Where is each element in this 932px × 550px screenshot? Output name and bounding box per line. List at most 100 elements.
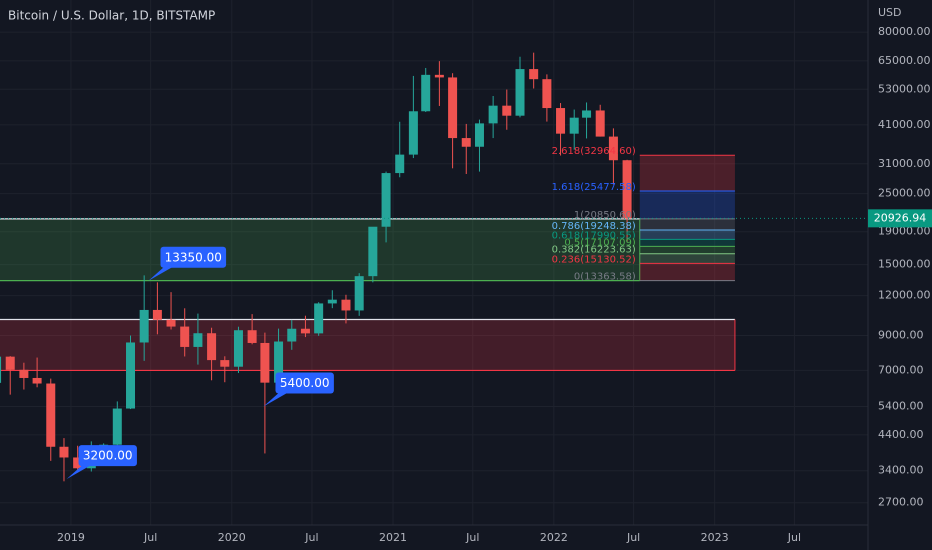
y-tick-label: 2700.00: [878, 496, 924, 509]
y-tick-label: 12000.00: [878, 289, 931, 302]
x-tick-label: Jul: [304, 531, 318, 544]
candle-body: [152, 309, 162, 320]
x-tick-label: 2023: [701, 531, 729, 544]
y-tick-label: 9000.00: [878, 329, 924, 342]
candle-body: [502, 105, 512, 116]
callout-label: 13350.00: [165, 250, 222, 264]
zone: [0, 218, 640, 281]
fib-label: 0.786(19248.38): [552, 221, 636, 232]
candle-body: [287, 328, 297, 342]
candle-body: [193, 333, 203, 347]
candle-body: [166, 319, 176, 327]
fib-label: 0.236(15130.52): [552, 254, 636, 265]
candle-body: [0, 356, 2, 383]
fib-band: [639, 239, 735, 247]
y-tick-label: 53000.00: [878, 82, 931, 95]
candle-body: [608, 136, 618, 161]
y-tick-label: 15000.00: [878, 258, 931, 271]
candle-body: [274, 341, 284, 383]
candle-body: [488, 105, 498, 124]
x-tick-label: 2022: [540, 531, 568, 544]
candle-body: [112, 408, 122, 445]
candle-body: [461, 138, 471, 147]
fib-label: 0.618(17990.55): [552, 230, 636, 241]
candle-body: [381, 173, 391, 227]
candle-body: [260, 342, 270, 383]
y-tick-label: 41000.00: [878, 118, 931, 131]
candle-body: [73, 457, 83, 469]
candle-body: [529, 69, 539, 80]
callout-pointer: [263, 390, 292, 407]
y-tick-label: 5400.00: [878, 399, 924, 412]
fib-label: 1.618(25477.58): [552, 182, 636, 193]
candle-body: [32, 377, 42, 384]
callout: [275, 372, 334, 394]
fib-label: 2.618(32964.60): [552, 146, 636, 157]
candle-body: [556, 108, 566, 134]
candle-body: [46, 383, 56, 447]
candle-body: [207, 333, 217, 361]
candle-body: [59, 446, 69, 458]
fib-label: 0.5(17107.09): [564, 237, 636, 248]
callout-label: 5400.00: [280, 376, 330, 390]
callout: [78, 445, 137, 467]
candle-body: [5, 356, 15, 370]
fib-band: [639, 155, 735, 192]
x-tick-label: Jul: [787, 531, 801, 544]
y-tick-label: 4400.00: [878, 428, 924, 441]
candle-body: [582, 110, 592, 118]
x-tick-label: Jul: [465, 531, 479, 544]
fib-band: [639, 191, 735, 219]
chart-title: Bitcoin / U.S. Dollar, 1D, BITSTAMP: [8, 9, 215, 23]
fib-label: 1(20850.60): [574, 210, 636, 221]
candle-body: [622, 160, 632, 219]
x-tick-label: 2020: [218, 531, 246, 544]
candle-body: [139, 309, 149, 343]
y-tick-label: 7000.00: [878, 363, 924, 376]
last-price-tag: [868, 209, 932, 228]
candle-body: [448, 77, 458, 139]
candle-body: [421, 74, 431, 112]
candle-body: [126, 342, 136, 409]
fib-band: [639, 229, 735, 240]
y-tick-label: 19000.00: [878, 225, 931, 238]
currency: USD: [878, 6, 902, 19]
x-tick-label: 2019: [57, 531, 85, 544]
fib-band: [639, 253, 735, 264]
callout: [160, 246, 227, 268]
fib-band: [639, 246, 735, 254]
candle-body: [542, 79, 552, 109]
x-tick-label: Jul: [143, 531, 157, 544]
candle-body: [180, 326, 190, 347]
last-price-label: 20926.94: [874, 211, 927, 224]
callout-label: 3200.00: [83, 449, 133, 463]
fib-label: 0(13363.58): [574, 272, 636, 283]
fib-band: [639, 263, 735, 281]
x-tick-label: Jul: [626, 531, 640, 544]
candle-body: [19, 369, 29, 378]
x-tick-label: 2021: [379, 531, 407, 544]
overlays: 2.618(32964.60) 1.618(25477.58) 1(20850.60…: [0, 146, 868, 480]
candle-body: [408, 111, 418, 155]
candle-body: [474, 123, 484, 147]
callout-pointer: [148, 264, 177, 281]
candle-body: [220, 360, 230, 367]
candle-body: [341, 299, 351, 311]
y-tick-label: 65000.00: [878, 54, 931, 67]
candle-body: [314, 303, 324, 334]
candle-body: [327, 299, 337, 304]
zones: [0, 155, 736, 372]
candle-body: [233, 330, 243, 367]
candle-body: [247, 330, 257, 343]
candle-body: [368, 226, 378, 277]
y-tick-label: 80000.00: [878, 25, 931, 38]
y-tick-label: 31000.00: [878, 157, 931, 170]
fib-band: [639, 218, 735, 230]
candle-body: [569, 117, 579, 134]
candle-body: [300, 328, 310, 334]
candle-body: [354, 276, 364, 311]
zone: [0, 319, 735, 371]
candle-body: [434, 74, 444, 78]
fib-label: 0.382(16223.63): [552, 245, 636, 256]
